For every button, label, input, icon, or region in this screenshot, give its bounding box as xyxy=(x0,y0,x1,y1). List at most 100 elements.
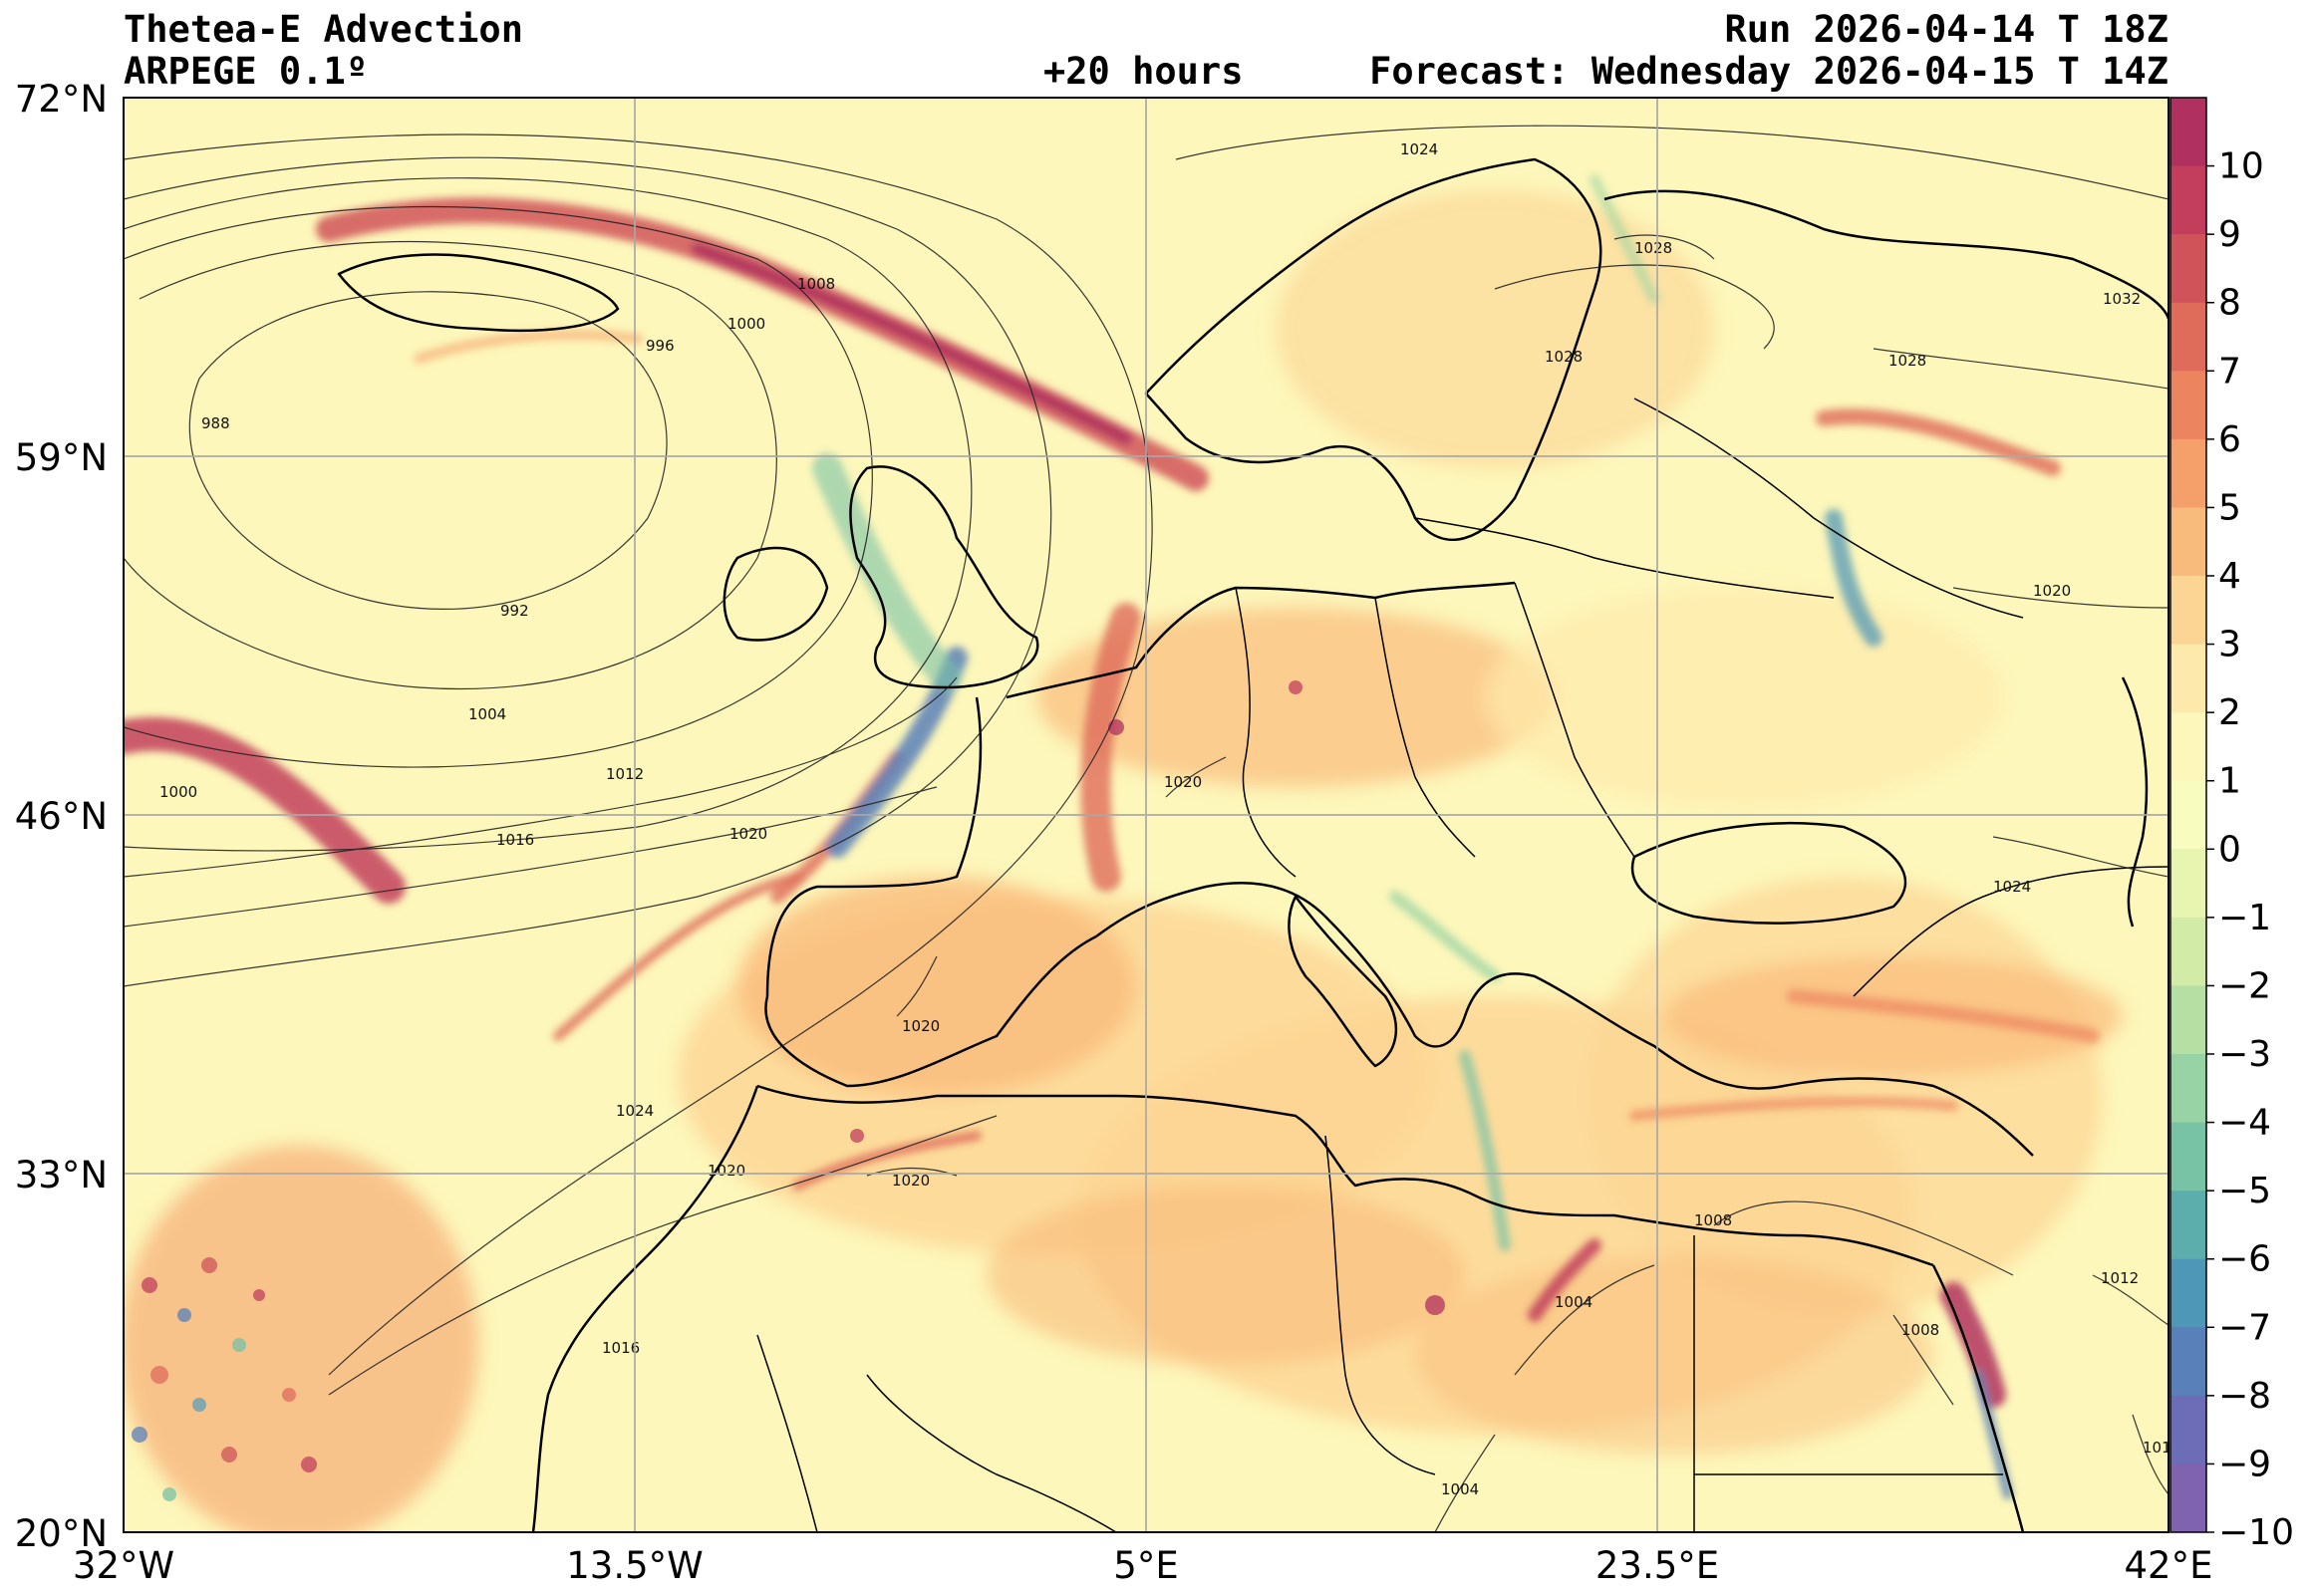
colorbar-tick-label: 4 xyxy=(2218,556,2241,597)
isobar-label: 1008 xyxy=(797,275,835,293)
isobar-label: 1020 xyxy=(2033,582,2071,600)
colorbar-segment xyxy=(2170,576,2206,646)
coast-britain xyxy=(849,465,1039,689)
colorbar-segment xyxy=(2170,712,2206,782)
coast-mediterranean-north xyxy=(1095,882,2034,1157)
coast-africa-west xyxy=(531,1085,759,1532)
colorbar-tick-label: 9 xyxy=(2218,214,2241,255)
cold-band-russia xyxy=(1825,509,1882,647)
colorbar-tick-label: 2 xyxy=(2218,692,2241,733)
lat-tick-label: 20°N xyxy=(15,1512,108,1555)
colorbar-tick-label: −8 xyxy=(2218,1376,2271,1417)
cold-band-med xyxy=(1459,1050,1511,1251)
colorbar-tick-label: 5 xyxy=(2218,487,2241,528)
isobar-label: 1028 xyxy=(1545,348,1583,366)
colorbar-tick-label: 10 xyxy=(2218,146,2264,187)
colorbar-tick-label: −7 xyxy=(2218,1307,2271,1348)
map-frame xyxy=(123,97,2169,1533)
isobar-label: 1008 xyxy=(1694,1211,1732,1229)
coast-caspian xyxy=(2121,676,2149,928)
coast-scandinavia xyxy=(1144,157,1602,542)
colorbar-tick-label: 3 xyxy=(2218,625,2241,665)
coast-africa-north xyxy=(756,1084,1934,1267)
warm-band-turkey xyxy=(1787,989,2100,1043)
warm-band-iceland xyxy=(414,330,643,364)
coast-france-spain xyxy=(764,696,1097,1088)
colorbar-tick-label: −6 xyxy=(2218,1239,2271,1280)
isobar-label: 992 xyxy=(500,602,529,620)
colorbar-segment xyxy=(2170,849,2206,919)
colorbar-segment xyxy=(2170,165,2206,235)
warm-band-eastmed xyxy=(1629,1096,1958,1121)
coast-ireland xyxy=(722,546,829,642)
colorbar-segment xyxy=(2170,234,2206,304)
lon-tick-label: 5°E xyxy=(1113,1544,1178,1587)
colorbar-segment xyxy=(2170,1463,2206,1533)
colorbar-tick-label: −9 xyxy=(2218,1444,2271,1484)
warm-band-redsea xyxy=(1940,1282,2006,1408)
colorbar-segment xyxy=(2170,98,2206,167)
colorbar-segment xyxy=(2170,371,2206,440)
isobar-labels: 1024 1028 1028 1028 1032 1008 1000 996 9… xyxy=(159,140,2180,1498)
warm-band-libya xyxy=(1528,1238,1601,1322)
colorbar-segment xyxy=(2170,1395,2206,1464)
colorbar-segment xyxy=(2170,985,2206,1055)
coast-finland-russia xyxy=(1603,189,2168,320)
colorbar-segment xyxy=(2170,438,2206,508)
model-label: ARPEGE 0.1º xyxy=(124,50,369,93)
lat-tick-label: 59°N xyxy=(15,436,108,479)
isobar-label: 996 xyxy=(646,337,675,355)
isobar-label: 1004 xyxy=(468,705,506,723)
colorbar-segment xyxy=(2170,1191,2206,1260)
colorbar-tick-label: −2 xyxy=(2218,965,2271,1006)
coast-blacksea xyxy=(1630,822,1907,925)
lon-axis: 32°W 13.5°W 5°E 23.5°E 42°E xyxy=(73,1544,2213,1587)
colorbar-segment xyxy=(2170,1258,2206,1328)
colorbar-frame xyxy=(2169,97,2207,1533)
isobar-label: 1012 xyxy=(2143,1439,2180,1457)
isobar-label: 1008 xyxy=(1901,1321,1939,1339)
advection-speckle xyxy=(132,680,1445,1501)
colorbar-tick-label: 7 xyxy=(2218,351,2241,392)
political-borders xyxy=(756,398,2168,1532)
colorbar-segment xyxy=(2170,1122,2206,1192)
graticule xyxy=(124,98,2168,1532)
cold-band-north xyxy=(1590,174,1659,304)
colorbar-tick-label: −5 xyxy=(2218,1171,2271,1211)
isobar-label: 1004 xyxy=(1441,1480,1479,1498)
colorbar-segment xyxy=(2170,507,2206,577)
warm-band-france xyxy=(1080,603,1141,892)
isobar-label: 1028 xyxy=(1888,352,1926,370)
isobar-label: 1024 xyxy=(1400,140,1438,158)
isobar-label: 1012 xyxy=(2101,1269,2139,1287)
colorbar-segment xyxy=(2170,917,2206,986)
advection-bands xyxy=(124,174,2100,1499)
isobar-label: 1024 xyxy=(1993,878,2031,896)
lead-time-label: +20 hours xyxy=(1043,50,1244,93)
cold-front-uk-edge xyxy=(812,453,962,692)
isobar-label: 1020 xyxy=(708,1162,745,1180)
colorbar-tick-label: 0 xyxy=(2218,829,2241,870)
isobar-label: 1028 xyxy=(1634,239,1672,257)
colorbar-tick-label: 6 xyxy=(2218,419,2241,460)
map-title: Thetea-E Advection xyxy=(124,8,523,51)
coastlines xyxy=(337,157,2168,1532)
coast-iceland xyxy=(337,253,620,333)
colorbar-tick-label: 8 xyxy=(2218,283,2241,324)
colorbar-tick-label: 1 xyxy=(2218,761,2241,802)
isobar-label: 1032 xyxy=(2103,290,2141,308)
lon-tick-label: 42°E xyxy=(2125,1544,2213,1587)
lon-tick-label: 23.5°E xyxy=(1595,1544,1719,1587)
lat-tick-label: 72°N xyxy=(15,78,108,121)
lon-tick-label: 32°W xyxy=(73,1544,174,1587)
coast-redsea xyxy=(1931,1264,2025,1532)
colorbar-tick-label: −1 xyxy=(2218,898,2271,938)
cold-band-adriatic xyxy=(1389,891,1501,982)
isobar-label: 1020 xyxy=(1164,773,1202,791)
colorbar-segment xyxy=(2170,1327,2206,1397)
warm-band-north-core xyxy=(692,243,1132,444)
colorbar-segment xyxy=(2170,644,2206,713)
isobar-label: 1004 xyxy=(1555,1293,1592,1311)
